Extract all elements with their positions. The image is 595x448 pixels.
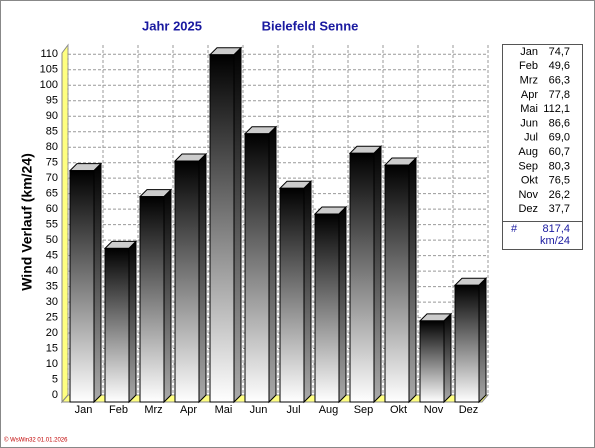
- table-month: Sep: [518, 160, 538, 172]
- chart-subtitle: Bielefeld Senne: [262, 18, 359, 33]
- table-month: Dez: [518, 203, 538, 215]
- table-value: 112,1: [543, 103, 570, 115]
- bar: [348, 145, 383, 404]
- y-tick-label: 55: [46, 219, 58, 231]
- x-tick-label: Jan: [75, 404, 93, 416]
- bar: [313, 205, 348, 404]
- table-month: Jul: [524, 132, 538, 144]
- bar: [243, 125, 278, 404]
- y-tick-label: 20: [46, 327, 58, 339]
- y-tick-label: 100: [40, 79, 58, 91]
- y-tick-label: 65: [46, 188, 58, 200]
- y-tick-label: 35: [46, 280, 58, 292]
- table-month: Apr: [521, 89, 538, 101]
- table-month: Okt: [521, 175, 538, 187]
- table-month: Mrz: [520, 75, 538, 87]
- x-tick-label: Jun: [250, 404, 268, 416]
- y-tick-label: 30: [46, 296, 58, 308]
- table-value: 37,7: [549, 203, 570, 215]
- y-tick-label: 80: [46, 141, 58, 153]
- bar: [103, 240, 138, 404]
- table-value: 76,5: [549, 175, 570, 187]
- x-tick-label: Sep: [354, 404, 374, 416]
- table-month: Feb: [519, 60, 538, 72]
- x-tick-label: Feb: [109, 404, 128, 416]
- table-value: 80,3: [549, 160, 570, 172]
- x-tick-label: Aug: [319, 404, 339, 416]
- bar: [208, 46, 243, 404]
- bar: [138, 188, 173, 404]
- y-tick-label: 25: [46, 311, 58, 323]
- y-tick-label: 85: [46, 126, 58, 138]
- footer: © WsWin32 01.01.2026: [4, 437, 68, 444]
- bar: [173, 152, 208, 404]
- table-month: Jan: [520, 46, 538, 58]
- table-month: Jun: [520, 117, 538, 129]
- total-value: 817,4: [542, 223, 570, 235]
- y-tick-label: 105: [40, 64, 58, 76]
- y-tick-label: 95: [46, 95, 58, 107]
- y-tick-label: 40: [46, 265, 58, 277]
- bar: [68, 162, 103, 404]
- y-tick-label: 75: [46, 157, 58, 169]
- table-month: Mai: [520, 103, 538, 115]
- x-tick-label: Apr: [180, 404, 197, 416]
- x-tick-label: Mai: [215, 404, 233, 416]
- table-value: 74,7: [549, 46, 570, 58]
- total-unit: km/24: [540, 235, 570, 247]
- table-value: 66,3: [549, 75, 570, 87]
- table-value: 77,8: [549, 89, 570, 101]
- table-value: 69,0: [549, 132, 570, 144]
- y-axis-label: Wind Verlauf (km/24): [19, 153, 35, 291]
- y-tick-label: 70: [46, 172, 58, 184]
- table-month: Nov: [518, 189, 538, 201]
- y-tick-label: 90: [46, 110, 58, 122]
- side-wall: [61, 43, 69, 404]
- table-value: 86,6: [549, 117, 570, 129]
- y-tick-label: 10: [46, 358, 58, 370]
- chart-title: Jahr 2025: [142, 18, 202, 33]
- legend-table: [502, 44, 583, 250]
- y-tick-label: 0: [52, 389, 58, 401]
- table-value: 26,2: [549, 189, 570, 201]
- y-tick-label: 45: [46, 250, 58, 262]
- bar: [383, 156, 418, 404]
- y-tick-label: 110: [40, 48, 58, 60]
- x-tick-label: Nov: [424, 404, 444, 416]
- x-tick-label: Mrz: [144, 404, 162, 416]
- total-symbol: #: [511, 223, 518, 235]
- bar: [278, 180, 313, 404]
- y-tick-label: 15: [46, 342, 58, 354]
- table-month: Aug: [518, 146, 538, 158]
- y-tick-label: 50: [46, 234, 58, 246]
- y-tick-label: 60: [46, 203, 58, 215]
- x-tick-label: Dez: [459, 404, 479, 416]
- x-tick-label: Jul: [286, 404, 300, 416]
- x-tick-label: Okt: [390, 404, 407, 416]
- bar: [453, 277, 488, 404]
- y-tick-label: 5: [52, 373, 58, 385]
- table-value: 60,7: [549, 146, 570, 158]
- table-value: 49,6: [549, 60, 570, 72]
- bar: [418, 312, 453, 404]
